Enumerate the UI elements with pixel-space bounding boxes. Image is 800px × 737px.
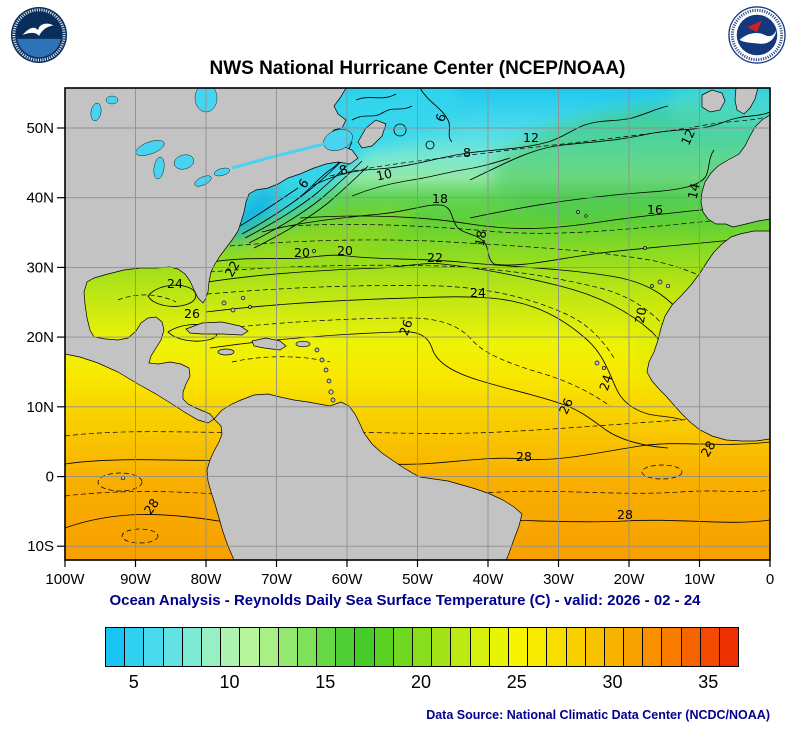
svg-text:0: 0 [46,469,54,486]
svg-text:22: 22 [222,258,243,279]
isotherm-contours [65,88,770,544]
nws-logo-icon [728,6,786,64]
svg-text:22: 22 [427,250,443,265]
page-title: NWS National Hurricane Center (NCEP/NOAA… [209,58,626,79]
svg-text:70W: 70W [261,571,293,588]
svg-text:18: 18 [432,191,448,206]
svg-text:10: 10 [375,166,394,184]
colorbar [105,627,739,667]
svg-text:12: 12 [523,130,539,145]
svg-text:16: 16 [647,202,663,217]
svg-text:18: 18 [472,229,490,247]
svg-text:60W: 60W [332,571,364,588]
colorbar-segments [106,628,739,666]
svg-text:28: 28 [141,496,162,518]
svg-text:20W: 20W [614,571,646,588]
svg-text:26: 26 [396,317,416,337]
grid-layer [65,88,770,560]
svg-text:28: 28 [698,438,719,459]
svg-text:50N: 50N [26,120,54,137]
svg-text:12: 12 [678,127,698,148]
svg-text:0: 0 [766,571,774,588]
svg-text:90W: 90W [120,571,152,588]
svg-text:40W: 40W [473,571,505,588]
map-caption: Ocean Analysis - Reynolds Daily Sea Surf… [109,592,701,609]
svg-text:24: 24 [470,285,486,300]
colorbar-tick-labels: 5 10 15 20 25 30 35 [128,672,719,692]
svg-text:50W: 50W [402,571,434,588]
svg-text:24: 24 [596,373,615,393]
svg-text:40N: 40N [26,190,54,207]
svg-text:100W: 100W [45,571,85,588]
svg-text:10N: 10N [26,399,54,416]
svg-text:20: 20 [337,243,353,258]
nws-logo [728,6,786,64]
svg-text:20N: 20N [26,329,54,346]
noaa-logo-icon [10,6,68,64]
svg-text:26: 26 [556,396,576,417]
svg-text:20: 20 [632,306,650,324]
noaa-logo [10,6,68,64]
svg-text:8: 8 [463,145,471,160]
svg-text:14: 14 [685,182,703,201]
svg-text:30N: 30N [26,259,54,276]
svg-text:24: 24 [167,276,183,291]
svg-text:10W: 10W [684,571,716,588]
svg-text:10S: 10S [27,538,54,555]
svg-text:28: 28 [516,449,532,464]
svg-text:20: 20 [294,245,310,260]
svg-text:26: 26 [184,306,200,321]
svg-text:30W: 30W [543,571,575,588]
data-source: Data Source: National Climatic Data Cent… [426,708,770,722]
axes-layer: 50N 40N 30N 20N 10N 0 10S 100W 90W 80W 70W 60W 50W 40… [26,120,774,588]
svg-text:80W: 80W [191,571,223,588]
svg-text:28: 28 [617,507,633,522]
